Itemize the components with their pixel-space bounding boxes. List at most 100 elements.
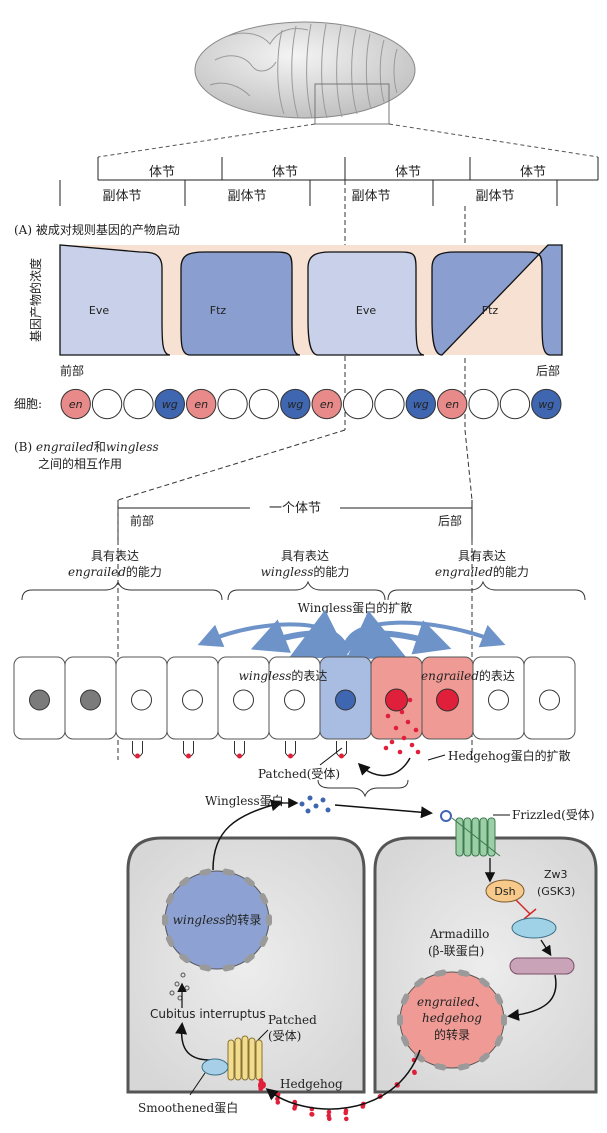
segment-label: 副体节 — [102, 189, 141, 204]
ftz-stripe — [431, 244, 563, 356]
nuclear-pore — [414, 1052, 425, 1063]
hedgehog-dot — [135, 753, 140, 759]
en-cell-label: en — [194, 398, 208, 411]
cell — [342, 388, 374, 420]
frizzled-receptor — [440, 810, 501, 857]
hedgehog-dot — [401, 735, 407, 741]
eve-stripe — [307, 251, 425, 356]
en-cell-label: en — [445, 398, 459, 411]
one-segment-label: 一个体节 — [269, 501, 321, 516]
hedgehog-dot — [327, 1116, 332, 1122]
wg-cell-label: wg — [287, 398, 303, 411]
parasegment-label: 体节 — [272, 165, 298, 180]
nuclear-pore — [414, 977, 425, 988]
hedgehog-dot — [399, 709, 405, 715]
nucleus — [284, 689, 305, 711]
nuclear-pore — [259, 935, 269, 947]
nuclear-pores — [397, 969, 507, 1071]
panel-b-title-line2: 之间的相互作用 — [38, 456, 122, 471]
nuclear-pore — [494, 993, 504, 1005]
en-cell-label: en — [320, 398, 334, 411]
receptor-label: (受体) — [268, 1029, 301, 1043]
hedgehog-dot — [258, 1086, 264, 1092]
eve-block-label: Eve — [89, 304, 109, 317]
engrailed-cell — [186, 388, 217, 420]
concentration-axis-label: 基因产物的浓度 — [28, 258, 43, 342]
panel-a: (A) 被成对规则基因的产物启动 基因产物的浓度 Eve Ftz Eve Ftz… — [14, 222, 563, 420]
hedgehog-diffusion-label: Hedgehog蛋白的扩散 — [448, 748, 571, 763]
panel-b-title-line1: (B) engrailed和wingless — [14, 440, 159, 454]
hedgehog-dot — [344, 1116, 349, 1122]
smoothened-protein — [201, 1058, 229, 1076]
nuclear-pore — [179, 953, 190, 964]
cell — [248, 388, 280, 420]
nuclear-pore — [266, 914, 272, 926]
nuclear-pore — [479, 977, 490, 988]
nucleus — [335, 689, 356, 711]
hedgehog-dot — [339, 753, 344, 759]
hedgehog-dot — [288, 753, 293, 759]
patched-receptor — [227, 1035, 263, 1081]
panel-c: Wingless蛋白 wingless的转录 engrailed、 hedgeh… — [126, 793, 598, 1122]
anterior-label-b: 前部 — [130, 513, 154, 528]
cell — [123, 388, 154, 420]
wingless-protein-dots — [299, 795, 331, 814]
cell — [374, 388, 405, 420]
hedgehog-dot — [415, 749, 421, 755]
nucleus — [182, 689, 203, 711]
hedgehog-dot — [409, 742, 415, 748]
segment-label: 副体节 — [227, 189, 266, 204]
frizzled-label: Frizzled(受体) — [512, 808, 595, 822]
nucleus — [539, 689, 560, 711]
wingless-cell — [531, 388, 562, 420]
competence-label: 具有表达 — [458, 549, 506, 563]
wingless-protein-label: Wingless蛋白 — [205, 793, 284, 808]
hedgehog-dot — [405, 719, 411, 725]
ci-dots — [169, 972, 190, 1001]
hedgehog-dot — [326, 1109, 332, 1115]
engrailed-cell — [60, 388, 91, 420]
hedgehog-dot — [393, 725, 399, 731]
posterior-label: 后部 — [536, 363, 560, 378]
armadillo-label: Armadillo — [429, 927, 489, 941]
nuclear-pore — [479, 1052, 490, 1063]
transcription-label: 的转录 — [434, 1027, 470, 1042]
hedgehog-dot — [412, 1070, 417, 1075]
segment-ruler: 副体节 副体节 副体节 副体节 — [59, 180, 558, 206]
gsk3-label: (GSK3) — [537, 885, 575, 898]
eve-stripe — [59, 244, 171, 356]
nuclear-pore — [400, 993, 410, 1005]
nuclear-pores — [162, 868, 272, 972]
nucleus — [488, 689, 509, 711]
hedgehog-dot — [237, 753, 242, 759]
nuclear-pore — [222, 964, 235, 972]
panel-b: (B) engrailed和wingless 之间的相互作用 一个体节 前部 后… — [13, 440, 586, 798]
nuclear-pore — [199, 964, 212, 972]
parasegment-label: 体节 — [395, 165, 421, 180]
cell-row: en wg en wg en wg en wg — [60, 388, 562, 420]
cells-label: 细胞: — [14, 397, 42, 411]
wg-cell-label: wg — [162, 398, 178, 411]
cell — [91, 388, 123, 420]
hedgehog-dot — [343, 1108, 349, 1113]
hedgehog-dot — [413, 727, 419, 733]
wingless-expression-label: wingless的表达 — [239, 668, 328, 683]
nuclear-pore — [199, 868, 212, 876]
engrailed-expression-label: engrailed的表达 — [421, 668, 515, 683]
wingless-cell — [280, 388, 311, 420]
hedgehog-dots — [383, 697, 421, 755]
parasegment-label: 体节 — [149, 165, 175, 180]
competence-label: engrailed的能力 — [435, 564, 529, 579]
nuclear-pore — [165, 893, 175, 905]
nucleus — [80, 689, 101, 711]
competence-label: wingless的能力 — [261, 564, 350, 579]
nuclear-pore — [494, 1035, 504, 1047]
hedgehog-dot — [275, 1100, 281, 1105]
nucleus — [131, 689, 152, 711]
hedgehog-dot — [309, 1112, 315, 1117]
wg-cell-label: wg — [413, 398, 429, 411]
nuclear-pore — [162, 914, 168, 926]
anterior-label: 前部 — [60, 363, 84, 378]
wingless-transcription-label: wingless的转录 — [173, 912, 262, 927]
